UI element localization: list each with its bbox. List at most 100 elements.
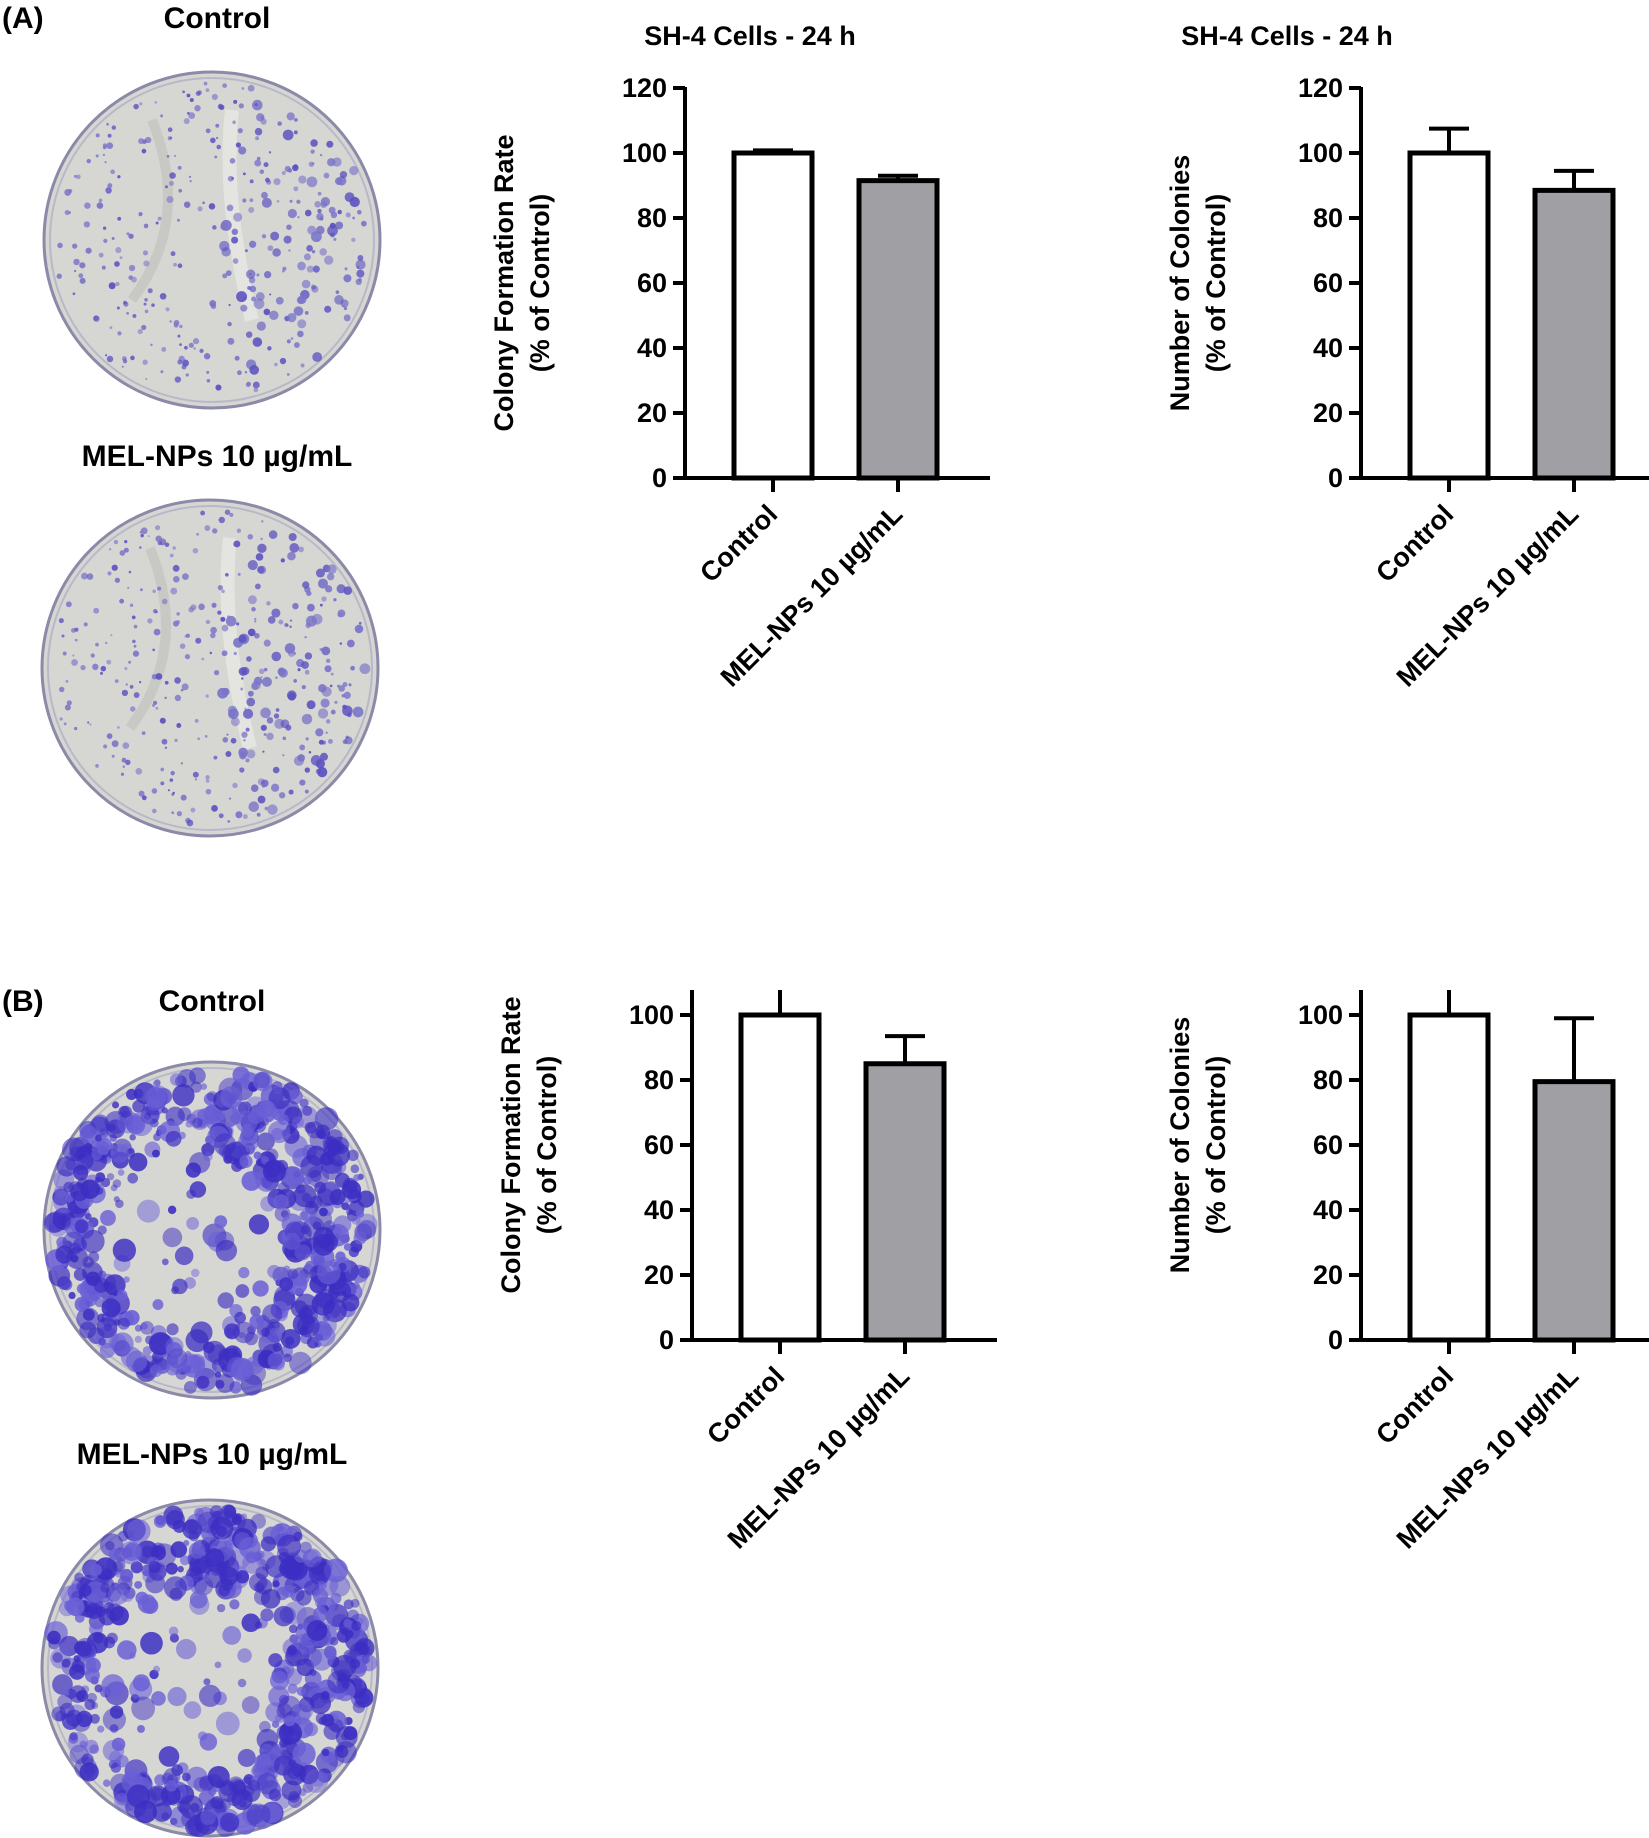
colony (251, 607, 256, 612)
colony (248, 801, 260, 812)
colony (220, 222, 228, 231)
colony (170, 770, 175, 776)
colony (124, 539, 128, 544)
y-axis-label: Number of Colonies (1165, 155, 1195, 412)
colony (357, 1190, 375, 1208)
colony (317, 1580, 325, 1588)
colony (295, 1701, 314, 1720)
colony (241, 731, 248, 738)
colony (54, 1186, 67, 1198)
colony (355, 1209, 365, 1218)
colony (205, 694, 209, 698)
colony (140, 1322, 148, 1330)
colony (297, 216, 300, 219)
colony (176, 612, 180, 616)
colony (81, 1753, 94, 1766)
colony (351, 237, 356, 242)
colony (297, 754, 305, 762)
colony (232, 120, 236, 125)
colony (360, 220, 367, 227)
colony (94, 1557, 118, 1581)
colony (241, 677, 244, 680)
colony (256, 1753, 271, 1768)
colony (171, 792, 175, 796)
colony (171, 811, 175, 815)
colony (306, 244, 313, 252)
colony (161, 1107, 168, 1114)
colony (336, 584, 346, 594)
colony (256, 273, 260, 277)
colony (263, 162, 269, 168)
colony (311, 1561, 332, 1582)
colony (300, 1225, 310, 1235)
colony (287, 208, 297, 219)
colony (126, 1519, 151, 1543)
colony (128, 570, 132, 574)
colony (73, 258, 80, 266)
colony (68, 1734, 79, 1744)
colony (152, 700, 158, 705)
colony (154, 1774, 166, 1786)
colony (205, 1548, 225, 1568)
colony (335, 1251, 346, 1262)
colony (197, 737, 201, 741)
colony (114, 1568, 124, 1578)
colony (231, 236, 239, 244)
colony (132, 314, 137, 318)
colony (144, 298, 148, 302)
colony (91, 1149, 103, 1161)
colony (346, 1609, 360, 1622)
colony (227, 705, 238, 715)
colony (282, 266, 287, 271)
colony (106, 659, 112, 665)
colony (182, 573, 189, 581)
colony (333, 598, 337, 602)
colony (324, 665, 332, 673)
colony (356, 269, 365, 278)
colony (170, 251, 176, 257)
colony (313, 1226, 335, 1248)
colony (326, 564, 337, 575)
colony (219, 1572, 229, 1581)
colony (345, 212, 351, 218)
colony (155, 673, 163, 680)
colony (280, 1723, 293, 1737)
colony (133, 103, 139, 110)
colony (149, 1669, 159, 1680)
colony (268, 1788, 282, 1802)
colony (211, 602, 217, 608)
colony (266, 601, 271, 606)
colony (265, 1702, 286, 1723)
colony (157, 540, 162, 546)
colony (262, 750, 265, 753)
colony (238, 747, 248, 758)
colony (256, 156, 261, 161)
colony (106, 733, 113, 739)
colony (337, 612, 343, 618)
colony (215, 123, 220, 128)
colony (180, 794, 187, 801)
colony (155, 610, 158, 614)
colony (225, 270, 232, 276)
colony (153, 628, 161, 636)
colony (210, 632, 216, 639)
colony (232, 782, 238, 789)
colony (254, 620, 257, 623)
colony (189, 97, 194, 103)
colony (84, 1667, 100, 1683)
colony (274, 362, 278, 367)
colony (281, 1780, 302, 1801)
colony (231, 176, 235, 180)
y-axis-label: (% of Control) (532, 1056, 562, 1234)
colony (241, 1696, 260, 1714)
colony (338, 1262, 347, 1272)
colony (134, 1335, 142, 1344)
colony (186, 819, 194, 827)
colony (310, 284, 317, 290)
colony (139, 546, 142, 549)
colony (186, 1216, 200, 1230)
colony (174, 1246, 194, 1266)
colony (304, 310, 309, 315)
colony (260, 537, 263, 541)
bar (1532, 187, 1616, 481)
